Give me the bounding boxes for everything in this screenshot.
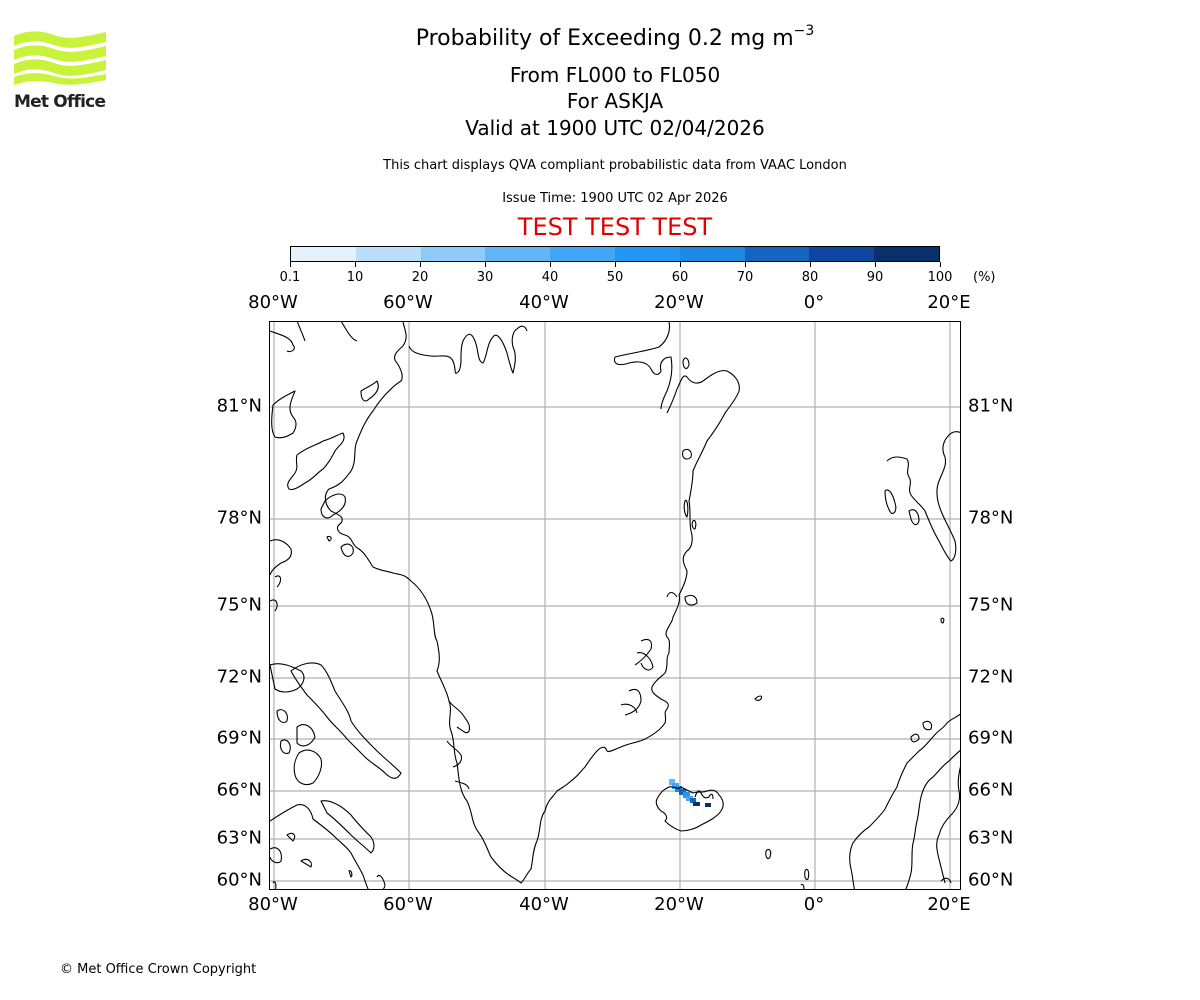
colorbar [290, 246, 940, 262]
ash-plume [669, 779, 711, 807]
lat-label-left: 63°N [216, 827, 262, 849]
lon-label-top: 0° [803, 292, 825, 313]
lat-label-left: 78°N [216, 507, 262, 529]
lat-label-right: 75°N [968, 594, 1014, 616]
lon-label-top: 80°W [248, 292, 298, 313]
lat-label-left: 60°N [216, 869, 262, 891]
lat-label-right: 81°N [968, 395, 1014, 417]
lat-label-left: 66°N [216, 779, 262, 801]
colorbar-tick [680, 262, 681, 267]
chart-title: Probability of Exceeding 0.2 mg m−3 [0, 23, 1200, 51]
lat-label-left: 69°N [216, 727, 262, 749]
colorbar-tick [875, 262, 876, 267]
colorbar-segment [874, 247, 939, 261]
issue-time: Issue Time: 1900 UTC 02 Apr 2026 [502, 191, 728, 206]
chart-title-text: Probability of Exceeding 0.2 mg m [415, 26, 794, 51]
colorbar-tick [420, 262, 421, 267]
valid-time: Valid at 1900 UTC 02/04/2026 [465, 116, 765, 140]
colorbar-segment [420, 247, 486, 261]
lat-label-right: 78°N [968, 507, 1014, 529]
colorbar-tick-label: 40 [541, 270, 559, 285]
lat-label-right: 72°N [968, 666, 1014, 688]
colorbar-tick-label: 30 [476, 270, 494, 285]
colorbar-tick [615, 262, 616, 267]
colorbar-tick [810, 262, 811, 267]
colorbar-tick-label: 100 [927, 270, 953, 285]
graticule [270, 322, 960, 889]
lat-label-right: 63°N [968, 827, 1014, 849]
chart-description: This chart displays QVA compliant probab… [383, 158, 847, 173]
met-office-logo: Met Office [14, 30, 106, 112]
colorbar-tick-label: 20 [411, 270, 429, 285]
copyright-footer: © Met Office Crown Copyright [60, 962, 257, 977]
lon-label-top: 60°W [383, 292, 433, 313]
lon-label-bottom: 60°W [383, 894, 433, 915]
colorbar-segment [679, 247, 745, 261]
colorbar-segment [485, 247, 551, 261]
colorbar-tick-label: 0.1 [279, 270, 301, 285]
colorbar-segment [744, 247, 810, 261]
lon-label-top: 20°E [927, 292, 971, 313]
coastlines [270, 322, 960, 889]
colorbar-tick-label: 60 [671, 270, 689, 285]
lon-label-bottom: 40°W [519, 894, 569, 915]
lon-label-top: 20°W [654, 292, 704, 313]
met-office-wordmark: Met Office [14, 92, 106, 112]
colorbar-tick-label: 80 [801, 270, 819, 285]
colorbar-tick [290, 262, 291, 267]
colorbar-tick [550, 262, 551, 267]
colorbar-segment [614, 247, 680, 261]
lat-label-right: 66°N [968, 779, 1014, 801]
colorbar-unit: (%) [973, 270, 996, 285]
lat-label-left: 81°N [216, 395, 262, 417]
lon-label-bottom: 20°W [654, 894, 704, 915]
colorbar-tick [745, 262, 746, 267]
chart-title-superscript: −3 [793, 23, 815, 39]
lon-label-bottom: 20°E [927, 894, 971, 915]
lat-label-left: 75°N [216, 594, 262, 616]
colorbar-tick [940, 262, 941, 267]
map-panel[interactable] [269, 321, 961, 890]
colorbar-tick-label: 10 [346, 270, 364, 285]
colorbar-segment [550, 247, 615, 261]
colorbar-segment [355, 247, 421, 261]
flight-level-range: From FL000 to FL050 [509, 63, 721, 87]
met-office-wave-icon [14, 31, 106, 85]
colorbar-tick [485, 262, 486, 267]
colorbar-tick-label: 50 [606, 270, 624, 285]
colorbar-tick-label: 70 [736, 270, 754, 285]
lat-label-right: 69°N [968, 727, 1014, 749]
lon-label-bottom: 80°W [248, 894, 298, 915]
volcano-name: For ASKJA [566, 89, 664, 113]
map-canvas [270, 322, 960, 889]
lat-label-left: 72°N [216, 666, 262, 688]
colorbar-tick-label: 90 [866, 270, 884, 285]
colorbar-segment [291, 247, 356, 261]
colorbar-segment [809, 247, 875, 261]
lat-label-right: 60°N [968, 869, 1014, 891]
colorbar-tick [355, 262, 356, 267]
lon-label-bottom: 0° [803, 894, 825, 915]
test-banner: TEST TEST TEST [517, 213, 713, 241]
lon-label-top: 40°W [519, 292, 569, 313]
